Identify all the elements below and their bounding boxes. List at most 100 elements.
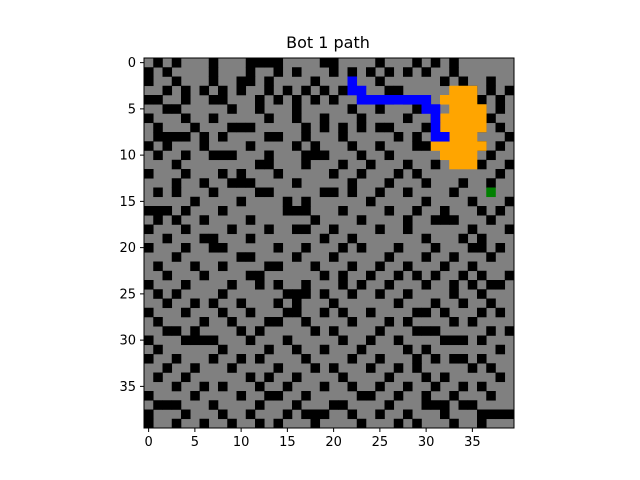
fire-cell	[449, 122, 459, 133]
blocked-cell	[282, 289, 293, 299]
blocked-cell	[190, 122, 200, 133]
blocked-cell	[144, 307, 154, 318]
blocked-cell	[430, 354, 441, 364]
blocked-cell	[440, 261, 450, 272]
blocked-cell	[375, 76, 385, 87]
blocked-cell	[495, 280, 506, 290]
blocked-cell	[144, 418, 154, 429]
blocked-cell	[181, 307, 191, 318]
y-tick-label: 15	[119, 195, 136, 210]
blocked-cell	[440, 400, 450, 410]
blocked-cell	[412, 169, 422, 179]
blocked-cell	[366, 363, 376, 373]
blocked-cell	[486, 391, 496, 401]
fire-cell	[449, 141, 459, 151]
blocked-cell	[412, 354, 422, 364]
blocked-cell	[375, 104, 385, 114]
blocked-cell	[477, 418, 487, 429]
blocked-cell	[412, 363, 422, 373]
blocked-cell	[227, 104, 237, 114]
blocked-cell	[412, 206, 422, 216]
blocked-cell	[495, 409, 506, 420]
blocked-cell	[218, 132, 228, 142]
blocked-cell	[458, 381, 469, 392]
blocked-cell	[449, 280, 459, 290]
blocked-cell	[273, 363, 284, 373]
blocked-cell	[292, 298, 302, 309]
blocked-cell	[190, 196, 200, 207]
blocked-cell	[208, 354, 219, 364]
blocked-cell	[440, 335, 450, 346]
blocked-cell	[301, 354, 311, 364]
fire-cell	[440, 122, 450, 133]
blocked-cell	[319, 270, 330, 281]
blocked-cell	[403, 187, 413, 198]
blocked-cell	[208, 76, 219, 87]
blocked-cell	[282, 206, 293, 216]
bot-path-cell	[430, 113, 441, 124]
blocked-cell	[199, 335, 210, 346]
blocked-cell	[329, 169, 339, 179]
blocked-cell	[264, 113, 274, 124]
blocked-cell	[162, 270, 173, 281]
blocked-cell	[421, 372, 432, 383]
blocked-cell	[412, 418, 422, 429]
blocked-cell	[329, 58, 339, 68]
blocked-cell	[421, 67, 432, 77]
fire-cell	[458, 141, 469, 151]
blocked-cell	[218, 206, 228, 216]
blocked-cell	[319, 187, 330, 198]
blocked-cell	[421, 122, 432, 133]
blocked-cell	[264, 344, 274, 355]
blocked-cell	[477, 307, 487, 318]
blocked-cell	[199, 418, 210, 429]
blocked-cell	[236, 122, 247, 133]
blocked-cell	[301, 206, 311, 216]
blocked-cell	[162, 141, 173, 151]
blocked-cell	[412, 270, 422, 281]
blocked-cell	[384, 280, 395, 290]
blocked-cell	[338, 335, 348, 346]
blocked-cell	[467, 400, 478, 410]
blocked-cell	[218, 289, 228, 299]
blocked-cell	[486, 363, 496, 373]
blocked-cell	[190, 326, 200, 336]
blocked-cell	[403, 215, 413, 225]
blocked-cell	[375, 187, 385, 198]
blocked-cell	[329, 67, 339, 77]
blocked-cell	[310, 418, 321, 429]
blocked-cell	[181, 409, 191, 420]
blocked-cell	[199, 317, 210, 327]
blocked-cell	[467, 363, 478, 373]
blocked-cell	[218, 169, 228, 179]
blocked-cell	[430, 159, 441, 170]
blocked-cell	[356, 150, 367, 161]
axes-frame	[143, 57, 515, 429]
blocked-cell	[421, 344, 432, 355]
fire-cell	[467, 85, 478, 96]
blocked-cell	[440, 206, 450, 216]
blocked-cell	[467, 280, 478, 290]
blocked-cell	[245, 233, 256, 244]
blocked-cell	[208, 95, 219, 105]
blocked-cell	[384, 85, 395, 96]
blocked-cell	[338, 122, 348, 133]
blocked-cell	[347, 354, 358, 364]
blocked-cell	[245, 215, 256, 225]
blocked-cell	[504, 85, 515, 96]
blocked-cell	[347, 187, 358, 198]
bot-path-cell	[356, 95, 367, 105]
blocked-cell	[393, 85, 404, 96]
blocked-cell	[264, 261, 274, 272]
blocked-cell	[356, 215, 367, 225]
blocked-cell	[347, 381, 358, 392]
blocked-cell	[301, 122, 311, 133]
blocked-cell	[301, 150, 311, 161]
blocked-cell	[310, 215, 321, 225]
x-axis: 0 5 10 15 20 25 30 35	[144, 428, 481, 450]
blocked-cell	[245, 307, 256, 318]
blocked-cell	[273, 58, 284, 68]
blocked-cell	[171, 132, 182, 142]
blocked-cell	[486, 298, 496, 309]
